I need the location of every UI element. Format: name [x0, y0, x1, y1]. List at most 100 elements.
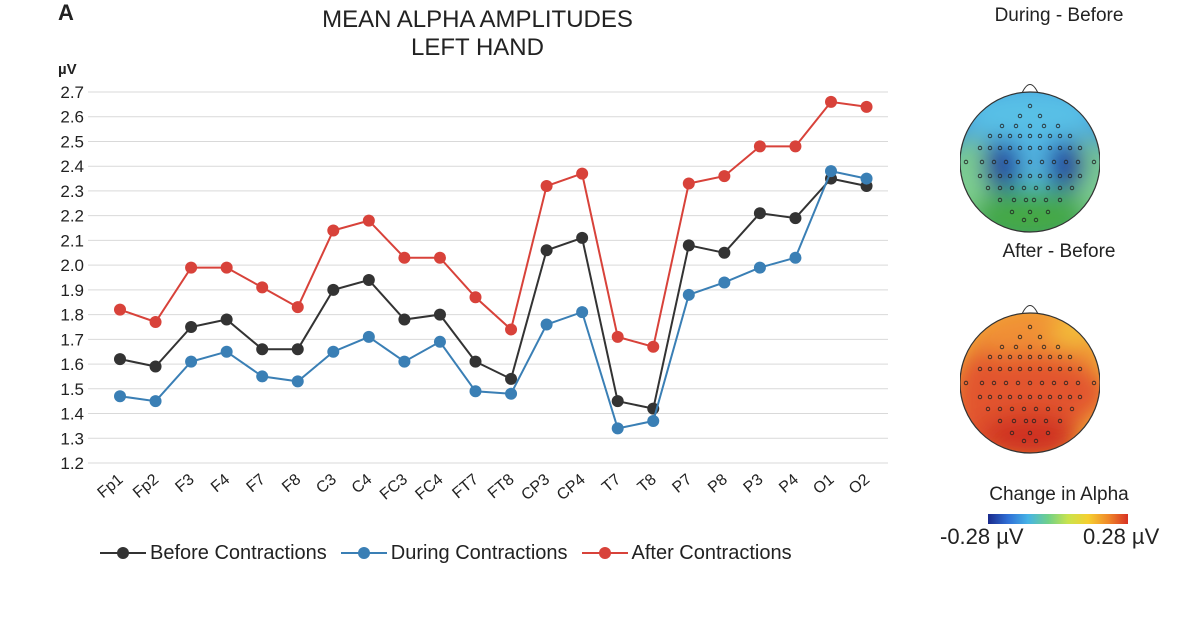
electrode-marker	[1017, 354, 1023, 360]
line-chart: µV 1.2 1.3 1.4 1.5 1.6 1.7 1.8 1.9 2.0 2.1 2.2 2.3 2.…	[58, 61, 888, 504]
head-outline	[960, 91, 1100, 233]
data-point-after	[256, 281, 269, 294]
electrode-marker	[1067, 145, 1073, 151]
electrode-marker	[1039, 380, 1045, 386]
data-point-after	[682, 177, 695, 190]
electrode-marker	[1017, 394, 1023, 400]
data-point-before	[220, 313, 233, 326]
data-point-before	[682, 239, 695, 252]
electrode-marker	[1047, 394, 1053, 400]
x-tick-label: C4	[349, 471, 376, 497]
electrode-marker	[1077, 394, 1083, 400]
topomap-title-during: During - Before	[994, 5, 1124, 26]
electrode-marker	[1055, 344, 1061, 350]
legend-label-after: After Contractions	[631, 541, 792, 564]
chart-title-line-2: LEFT HAND	[411, 34, 544, 61]
electrode-marker	[1027, 103, 1033, 109]
electrode-marker	[997, 145, 1003, 151]
x-tick-label: F8	[279, 471, 304, 496]
data-point-during	[505, 387, 518, 400]
electrode-marker	[979, 159, 985, 165]
electrode-marker	[1057, 366, 1063, 372]
y-tick-label: 2.0	[60, 256, 84, 275]
electrode-marker	[1057, 354, 1063, 360]
electrode-marker	[1067, 366, 1073, 372]
electrode-marker	[977, 394, 983, 400]
data-point-before	[789, 212, 802, 225]
y-tick-label: 2.1	[60, 231, 84, 250]
electrode-marker	[997, 197, 1003, 203]
electrode-marker	[1041, 344, 1047, 350]
chart-title-line-1: MEAN ALPHA AMPLITUDES	[322, 6, 633, 33]
data-point-after	[576, 167, 589, 180]
electrode-marker	[1047, 173, 1053, 179]
data-point-before	[753, 207, 766, 220]
data-point-before	[576, 231, 589, 244]
electrode-marker	[1067, 354, 1073, 360]
y-tick-label: 2.6	[60, 108, 84, 127]
y-tick-label: 2.4	[60, 157, 84, 176]
electrode-marker	[963, 159, 969, 165]
data-point-before	[611, 395, 624, 408]
colorbar-min-label: -0.28 µV	[940, 524, 1024, 549]
legend-swatch-before	[100, 543, 146, 563]
x-tick-label: T7	[599, 471, 624, 496]
electrode-marker	[1027, 159, 1033, 165]
data-point-before	[291, 343, 304, 356]
data-point-before	[185, 320, 198, 333]
electrode-marker	[999, 123, 1005, 129]
electrode-marker	[1067, 394, 1073, 400]
electrode-marker	[997, 133, 1003, 139]
electrode-marker	[1043, 418, 1049, 424]
electrode-marker	[977, 366, 983, 372]
electrode-marker	[1017, 145, 1023, 151]
electrode-marker	[1031, 418, 1037, 424]
electrode-marker	[1017, 366, 1023, 372]
y-tick-label: 1.2	[60, 454, 84, 473]
electrode-marker	[1033, 217, 1039, 223]
series-line-after	[119, 100, 867, 349]
electrode-marker	[997, 418, 1003, 424]
colorbar-title: Change in Alpha	[989, 484, 1129, 505]
electrode-marker	[1027, 380, 1033, 386]
electrode-marker	[1031, 197, 1037, 203]
data-point-during	[469, 385, 482, 398]
legend-item-during: During Contractions	[340, 542, 568, 565]
electrode-marker	[997, 173, 1003, 179]
data-point-before	[362, 273, 375, 286]
electrode-marker	[1045, 185, 1051, 191]
x-tick-label: F7	[244, 471, 269, 496]
electrode-marker	[997, 185, 1003, 191]
chart-title: MEAN ALPHA AMPLITUDES LEFT HAND	[240, 6, 715, 62]
electrode-marker	[1027, 324, 1033, 330]
electrode-marker	[1045, 209, 1051, 215]
electrode-marker	[1007, 145, 1013, 151]
data-point-during	[327, 345, 340, 358]
x-tick-label: Fp2	[130, 471, 162, 502]
data-point-after	[398, 251, 411, 264]
topomap-color-region	[982, 140, 1022, 192]
electrode-marker	[1003, 380, 1009, 386]
electrode-marker	[997, 394, 1003, 400]
x-tick-label: O1	[810, 471, 837, 498]
electrode-marker	[1063, 159, 1069, 165]
electrode-marker	[987, 394, 993, 400]
series-line-before	[119, 177, 867, 410]
electrode-marker	[1033, 406, 1039, 412]
x-tick-label: FT8	[485, 471, 518, 502]
electrode-marker	[1007, 173, 1013, 179]
electrode-marker	[1037, 366, 1043, 372]
data-point-before	[398, 313, 411, 326]
electrode-marker	[1037, 394, 1043, 400]
colorbar-max-label: 0.28 µV	[1083, 524, 1160, 549]
electrode-marker	[1039, 159, 1045, 165]
electrode-marker	[1069, 406, 1075, 412]
electrode-marker	[1057, 185, 1063, 191]
data-point-after	[220, 261, 233, 274]
electrode-marker	[1057, 394, 1063, 400]
data-point-after	[860, 100, 873, 113]
electrode-marker	[1045, 406, 1051, 412]
data-point-after	[291, 301, 304, 314]
electrode-marker	[1069, 185, 1075, 191]
electrode-marker	[1027, 366, 1033, 372]
